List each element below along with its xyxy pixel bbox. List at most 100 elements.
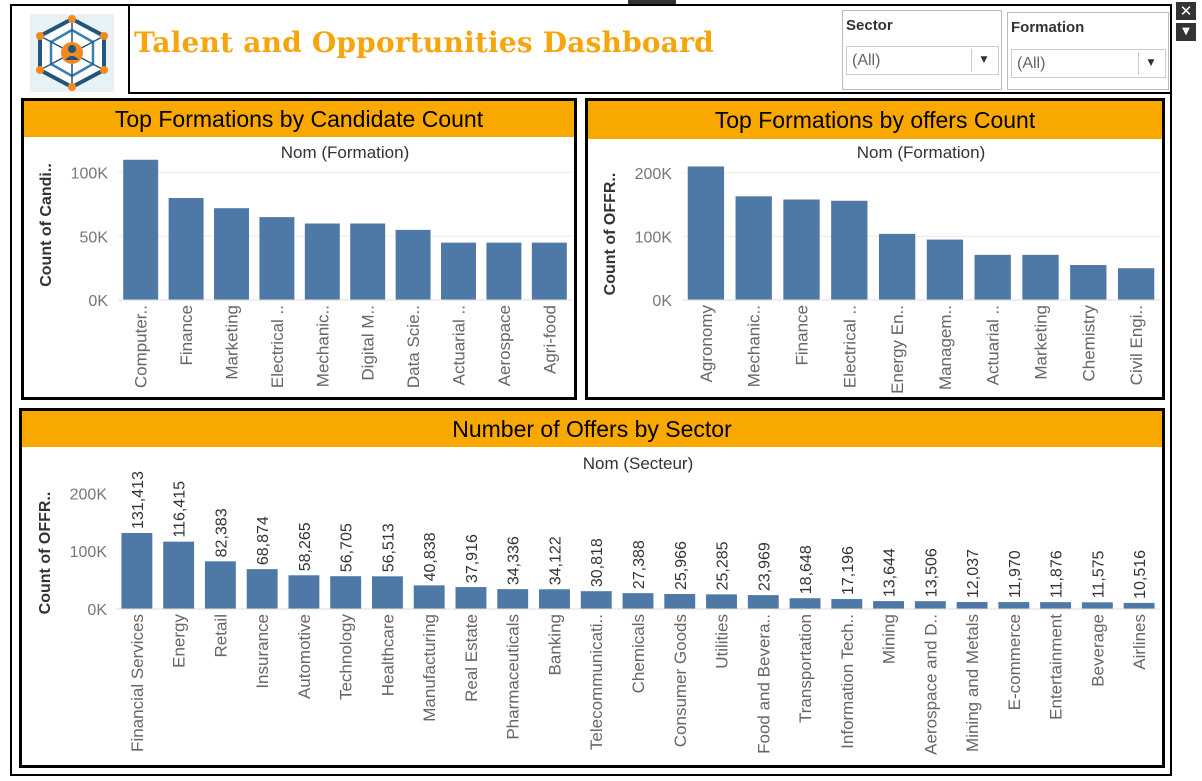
x-tick-label: Actuarial ..: [450, 305, 469, 385]
chevron-down-icon[interactable]: ▼: [971, 49, 996, 72]
data-label: 56,705: [339, 523, 356, 572]
x-tick-label: Civil Engi..: [1127, 305, 1146, 385]
panel-title: Top Formations by offers Count: [588, 101, 1162, 139]
header-frame: [128, 4, 1172, 94]
formation-filter-label: Formation: [1011, 19, 1085, 36]
x-tick-label: Utilities: [713, 614, 732, 669]
bar: [580, 591, 612, 609]
data-label: 40,838: [422, 532, 439, 581]
bar: [214, 208, 249, 300]
x-axis-title: Nom (Secteur): [583, 454, 694, 473]
bar: [878, 233, 916, 300]
x-tick-label: Financial Services: [128, 614, 147, 752]
bar: [246, 569, 278, 609]
data-label: 34,122: [547, 536, 564, 585]
x-tick-label: Beverage: [1088, 614, 1107, 687]
sector-filter: Sector (All) ▼: [842, 10, 1002, 90]
bar: [747, 595, 779, 609]
x-tick-label: Agronomy: [697, 305, 716, 383]
y-tick-label: 100K: [635, 229, 673, 246]
formation-filter: Formation (All) ▼: [1007, 12, 1169, 90]
x-tick-label: Mechanic..: [745, 305, 764, 387]
x-tick-label: Mining and Metals: [963, 614, 982, 752]
chevron-down-icon[interactable]: ▼: [1138, 52, 1163, 75]
x-tick-label: Data Scie..: [404, 305, 423, 388]
data-label: 11,970: [1007, 550, 1024, 598]
x-tick-label: Marketing: [223, 305, 242, 380]
bar: [204, 561, 236, 609]
panel-title: Top Formations by Candidate Count: [24, 101, 574, 137]
close-icon[interactable]: ✕: [1176, 2, 1196, 20]
data-label: 37,916: [464, 534, 481, 583]
y-tick-label: 0K: [652, 293, 672, 310]
x-tick-label: Consumer Goods: [671, 614, 690, 747]
x-tick-label: Food and Bevera..: [754, 614, 773, 754]
offers-count-panel: Top Formations by offers Count Nom (Form…: [585, 98, 1165, 400]
x-tick-label: Automotive: [295, 614, 314, 699]
formation-select[interactable]: (All) ▼: [1011, 49, 1166, 78]
x-tick-label: Energy: [170, 614, 189, 668]
panel-title: Number of Offers by Sector: [22, 411, 1162, 447]
bar: [121, 532, 153, 609]
x-tick-label: Agri-food: [540, 305, 559, 374]
x-tick-label: Managem..: [936, 305, 955, 390]
bar: [395, 229, 431, 300]
data-label: 18,648: [798, 545, 815, 594]
bar: [441, 242, 476, 300]
x-tick-label: Marketing: [1032, 305, 1051, 380]
menu-dropdown-icon[interactable]: ▼: [1176, 23, 1196, 41]
dashboard-title: Talent and Opportunities Dashboard: [134, 26, 714, 59]
bar: [789, 598, 821, 609]
y-tick-label: 100K: [70, 544, 108, 561]
bar: [486, 242, 522, 300]
bar: [1022, 254, 1059, 300]
drag-handle[interactable]: [628, 0, 676, 4]
formation-select-value: (All): [1017, 55, 1046, 72]
x-tick-label: Healthcare: [378, 614, 397, 696]
y-tick-label: 200K: [70, 486, 108, 503]
data-label: 116,415: [172, 481, 189, 538]
y-tick-label: 100K: [71, 166, 109, 183]
y-axis-title: Count of OFFR..: [37, 492, 54, 615]
data-label: 25,966: [673, 541, 690, 590]
x-axis-title: Nom (Formation): [857, 143, 985, 162]
bar: [831, 200, 868, 300]
y-tick-label: 0K: [87, 602, 107, 619]
bar: [168, 198, 204, 300]
bar: [831, 599, 863, 609]
x-tick-label: Banking: [545, 614, 564, 675]
x-tick-label: Electrical ..: [268, 305, 287, 388]
x-tick-label: Energy En..: [888, 305, 907, 394]
x-tick-label: Aerospace: [495, 305, 514, 386]
data-label: 25,285: [715, 541, 732, 590]
data-label: 56,513: [380, 523, 397, 572]
bar: [497, 589, 529, 609]
x-tick-label: Manufacturing: [420, 614, 439, 722]
bar: [330, 576, 362, 609]
bar: [1123, 602, 1155, 609]
sector-select-value: (All): [852, 52, 881, 69]
offers-by-sector-chart: Nom (Secteur) Count of OFFR.. 0K 100K 200K Fi…: [37, 454, 1160, 755]
bar: [926, 239, 964, 300]
data-label: 13,644: [882, 548, 899, 597]
bar: [998, 602, 1030, 609]
x-tick-label: Insurance: [253, 614, 272, 689]
data-label: 82,383: [213, 508, 230, 557]
data-label: 11,575: [1090, 550, 1107, 598]
bar: [664, 593, 696, 609]
bar: [735, 196, 772, 300]
bar: [687, 166, 725, 300]
x-tick-label: Entertainment: [1047, 614, 1066, 720]
bar: [371, 576, 403, 609]
bar: [539, 589, 570, 609]
x-tick-label: Computer..: [132, 305, 151, 388]
data-label: 30,818: [589, 538, 606, 587]
x-tick-label: Actuarial ..: [984, 305, 1003, 385]
x-tick-label: Transportation: [796, 614, 815, 723]
data-label: 10,516: [1132, 550, 1149, 599]
bar: [783, 199, 820, 300]
sector-select[interactable]: (All) ▼: [846, 46, 999, 75]
y-axis-title: Count of OFFR..: [602, 173, 619, 296]
x-tick-label: Retail: [211, 614, 230, 657]
bar: [956, 602, 988, 609]
